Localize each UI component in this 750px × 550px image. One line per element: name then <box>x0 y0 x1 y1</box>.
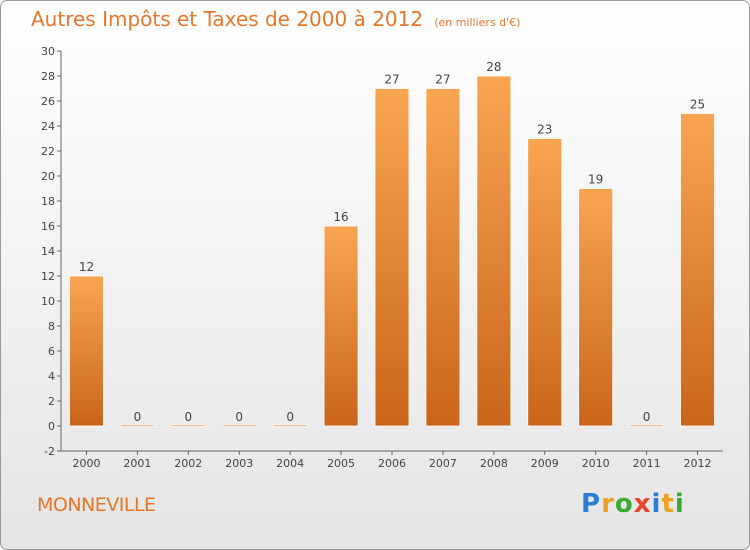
x-tick-label: 2004 <box>276 457 304 470</box>
bar-value-label: 0 <box>643 410 651 424</box>
y-tick-label: 22 <box>41 145 55 158</box>
bar <box>578 188 614 427</box>
x-tick-label: 2002 <box>174 457 202 470</box>
x-tick-label: 2009 <box>531 457 559 470</box>
logo-letter: r <box>601 489 615 519</box>
bar <box>527 138 563 427</box>
chart-subtitle: (en milliers d'€) <box>434 16 521 29</box>
logo-letter: x <box>633 489 652 519</box>
bar-value-label: 0 <box>184 410 192 424</box>
logo-letter: o <box>614 489 634 519</box>
y-tick-label: 4 <box>48 370 55 383</box>
y-tick-label: 20 <box>41 170 55 183</box>
y-tick-label: 2 <box>48 395 55 408</box>
y-tick-label: 24 <box>41 120 55 133</box>
y-tick-label: 0 <box>48 420 55 433</box>
x-tick-label: 2000 <box>72 457 100 470</box>
bar-value-label: 19 <box>588 173 603 187</box>
x-tick-label: 2001 <box>123 457 151 470</box>
y-tick-label: -2 <box>44 445 55 458</box>
logo-letter: i <box>674 489 685 519</box>
bar-value-label: 0 <box>134 410 142 424</box>
y-tick-label: 26 <box>41 95 55 108</box>
bar <box>374 88 410 427</box>
y-tick-label: 8 <box>48 320 55 333</box>
bar <box>323 225 359 427</box>
bar-value-label: 25 <box>690 98 705 112</box>
x-tick-label: 2010 <box>582 457 610 470</box>
y-tick-label: 14 <box>41 245 55 258</box>
x-tick-label: 2003 <box>225 457 253 470</box>
y-tick-label: 12 <box>41 270 55 283</box>
logo-letter: i <box>651 489 662 519</box>
commune-name: MONNEVILLE <box>37 494 156 516</box>
bar <box>272 424 308 427</box>
y-tick-label: 16 <box>41 220 55 233</box>
data-labels: 12 0 0 0 0 16 27 27 28 23 19 0 25 <box>79 60 705 424</box>
x-tick-label: 2005 <box>327 457 355 470</box>
bar-value-label: 12 <box>79 260 94 274</box>
proxiti-logo: Proxiti <box>581 489 685 519</box>
chart-title-block: Autres Impôts et Taxes de 2000 à 2012 (e… <box>31 7 520 31</box>
x-tick-label: 2012 <box>684 457 712 470</box>
y-tick-label: 6 <box>48 345 55 358</box>
bar <box>629 424 665 427</box>
bar-value-label: 23 <box>537 123 552 137</box>
logo-letter: t <box>661 489 675 519</box>
bar-value-label: 16 <box>333 210 348 224</box>
bar-value-label: 28 <box>486 60 501 74</box>
x-tick-label: 2008 <box>480 457 508 470</box>
bar <box>680 113 715 427</box>
y-tick-label: 10 <box>41 295 55 308</box>
bar <box>69 275 104 427</box>
y-tick-label: 30 <box>41 45 55 58</box>
bar <box>119 424 155 427</box>
y-tick-label: 28 <box>41 70 55 83</box>
bar-value-label: 0 <box>235 410 243 424</box>
bars <box>69 75 715 427</box>
bar <box>425 88 461 427</box>
bar-value-label: 27 <box>384 73 399 87</box>
bar <box>476 75 512 427</box>
chart-title: Autres Impôts et Taxes de 2000 à 2012 <box>31 7 424 31</box>
x-tick-label: 2006 <box>378 457 406 470</box>
bar-value-label: 27 <box>435 73 450 87</box>
bar-value-label: 0 <box>286 410 294 424</box>
bar <box>170 424 206 427</box>
bar <box>221 424 257 427</box>
x-tick-label: 2011 <box>633 457 661 470</box>
logo-letter: P <box>581 489 602 519</box>
x-tick-label: 2007 <box>429 457 457 470</box>
y-tick-label: 18 <box>41 195 55 208</box>
